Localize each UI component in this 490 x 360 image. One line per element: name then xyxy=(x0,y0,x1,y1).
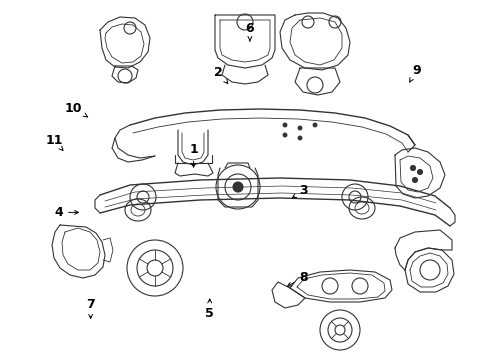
Text: 8: 8 xyxy=(288,271,308,286)
Circle shape xyxy=(298,126,302,130)
Circle shape xyxy=(283,133,287,137)
Text: 3: 3 xyxy=(293,184,308,198)
Circle shape xyxy=(417,170,422,175)
Text: 2: 2 xyxy=(214,66,228,84)
Circle shape xyxy=(411,166,416,171)
Circle shape xyxy=(233,182,243,192)
Text: 9: 9 xyxy=(410,64,421,82)
Text: 6: 6 xyxy=(245,22,254,41)
Text: 5: 5 xyxy=(205,299,214,320)
Text: 7: 7 xyxy=(86,298,95,318)
Text: 10: 10 xyxy=(65,102,88,117)
Text: 1: 1 xyxy=(189,143,198,167)
Circle shape xyxy=(298,136,302,140)
Circle shape xyxy=(283,123,287,127)
Text: 11: 11 xyxy=(45,134,63,150)
Circle shape xyxy=(313,123,317,127)
Text: 4: 4 xyxy=(54,206,78,219)
Circle shape xyxy=(413,177,417,183)
